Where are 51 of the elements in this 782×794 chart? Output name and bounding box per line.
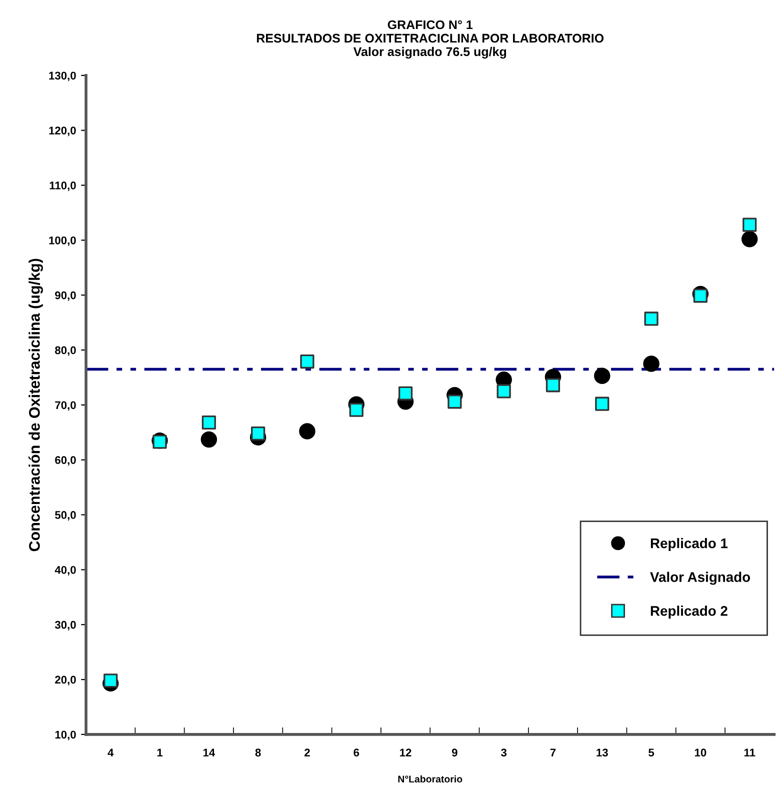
- point: [644, 312, 658, 326]
- y-axis-title: Concentración de Oxitetraciclina (ug/kg): [28, 258, 43, 552]
- y-tick-label: 30,0: [54, 620, 76, 630]
- point: [643, 356, 660, 372]
- point: [742, 218, 757, 232]
- point: [398, 386, 413, 400]
- y-tick-label: 100,0: [49, 236, 76, 246]
- point: [496, 384, 511, 398]
- x-tick-label: 14: [203, 748, 216, 756]
- legend-label: Valor Asignado: [650, 572, 750, 585]
- x-tick-label: 5: [648, 748, 654, 756]
- legend-label: Replicado 2: [650, 606, 728, 619]
- point: [251, 426, 266, 441]
- x-tick-label: 7: [550, 748, 556, 756]
- y-tick-label: 80,0: [55, 346, 76, 356]
- point: [693, 288, 708, 303]
- point: [202, 415, 216, 430]
- x-tick-label: 9: [452, 748, 458, 756]
- point: [349, 402, 364, 417]
- point: [594, 368, 610, 384]
- x-tick-label: 3: [500, 748, 507, 757]
- y-tick-label: 90,0: [55, 291, 76, 301]
- point: [300, 354, 314, 369]
- point: [299, 423, 316, 440]
- point: [741, 230, 758, 248]
- point: [546, 378, 560, 392]
- x-tick-label: 4: [108, 748, 114, 756]
- y-tick-label: 70,0: [55, 401, 76, 411]
- x-tick-label: 13: [596, 748, 608, 757]
- chart-title: GRAFICO N° 1 RESULTADOS DE OXITETRACICLINA POR LABORATORIO Valor asignado 76.5 ug/kg: [256, 20, 604, 59]
- y-tick-label: 110,0: [50, 182, 76, 192]
- y-tick-label: 120,0: [49, 126, 76, 136]
- y-tick-label: 20,0: [55, 676, 76, 686]
- x-tick-label: 10: [694, 748, 706, 756]
- legend-label: Replicado 1: [650, 538, 728, 551]
- x-tick-label: 8: [255, 748, 261, 756]
- x-axis-title: N°Laboratorio: [398, 775, 462, 783]
- y-tick-label: 50,0: [55, 511, 76, 521]
- point: [448, 394, 462, 409]
- y-tick-label: 130,0: [49, 72, 76, 82]
- y-tick-label: 60,0: [55, 456, 76, 466]
- x-tick-label: 11: [744, 748, 756, 756]
- point: [200, 431, 218, 448]
- y-tick-label: 40,0: [54, 566, 76, 576]
- x-tick-label: 6: [354, 748, 360, 756]
- point: [595, 396, 610, 411]
- x-tick-label: 2: [304, 748, 310, 756]
- x-tick-label: 12: [400, 748, 412, 756]
- x-tick-label: 1: [157, 748, 163, 756]
- point: [104, 674, 118, 688]
- y-tick-label: 10,0: [55, 730, 76, 740]
